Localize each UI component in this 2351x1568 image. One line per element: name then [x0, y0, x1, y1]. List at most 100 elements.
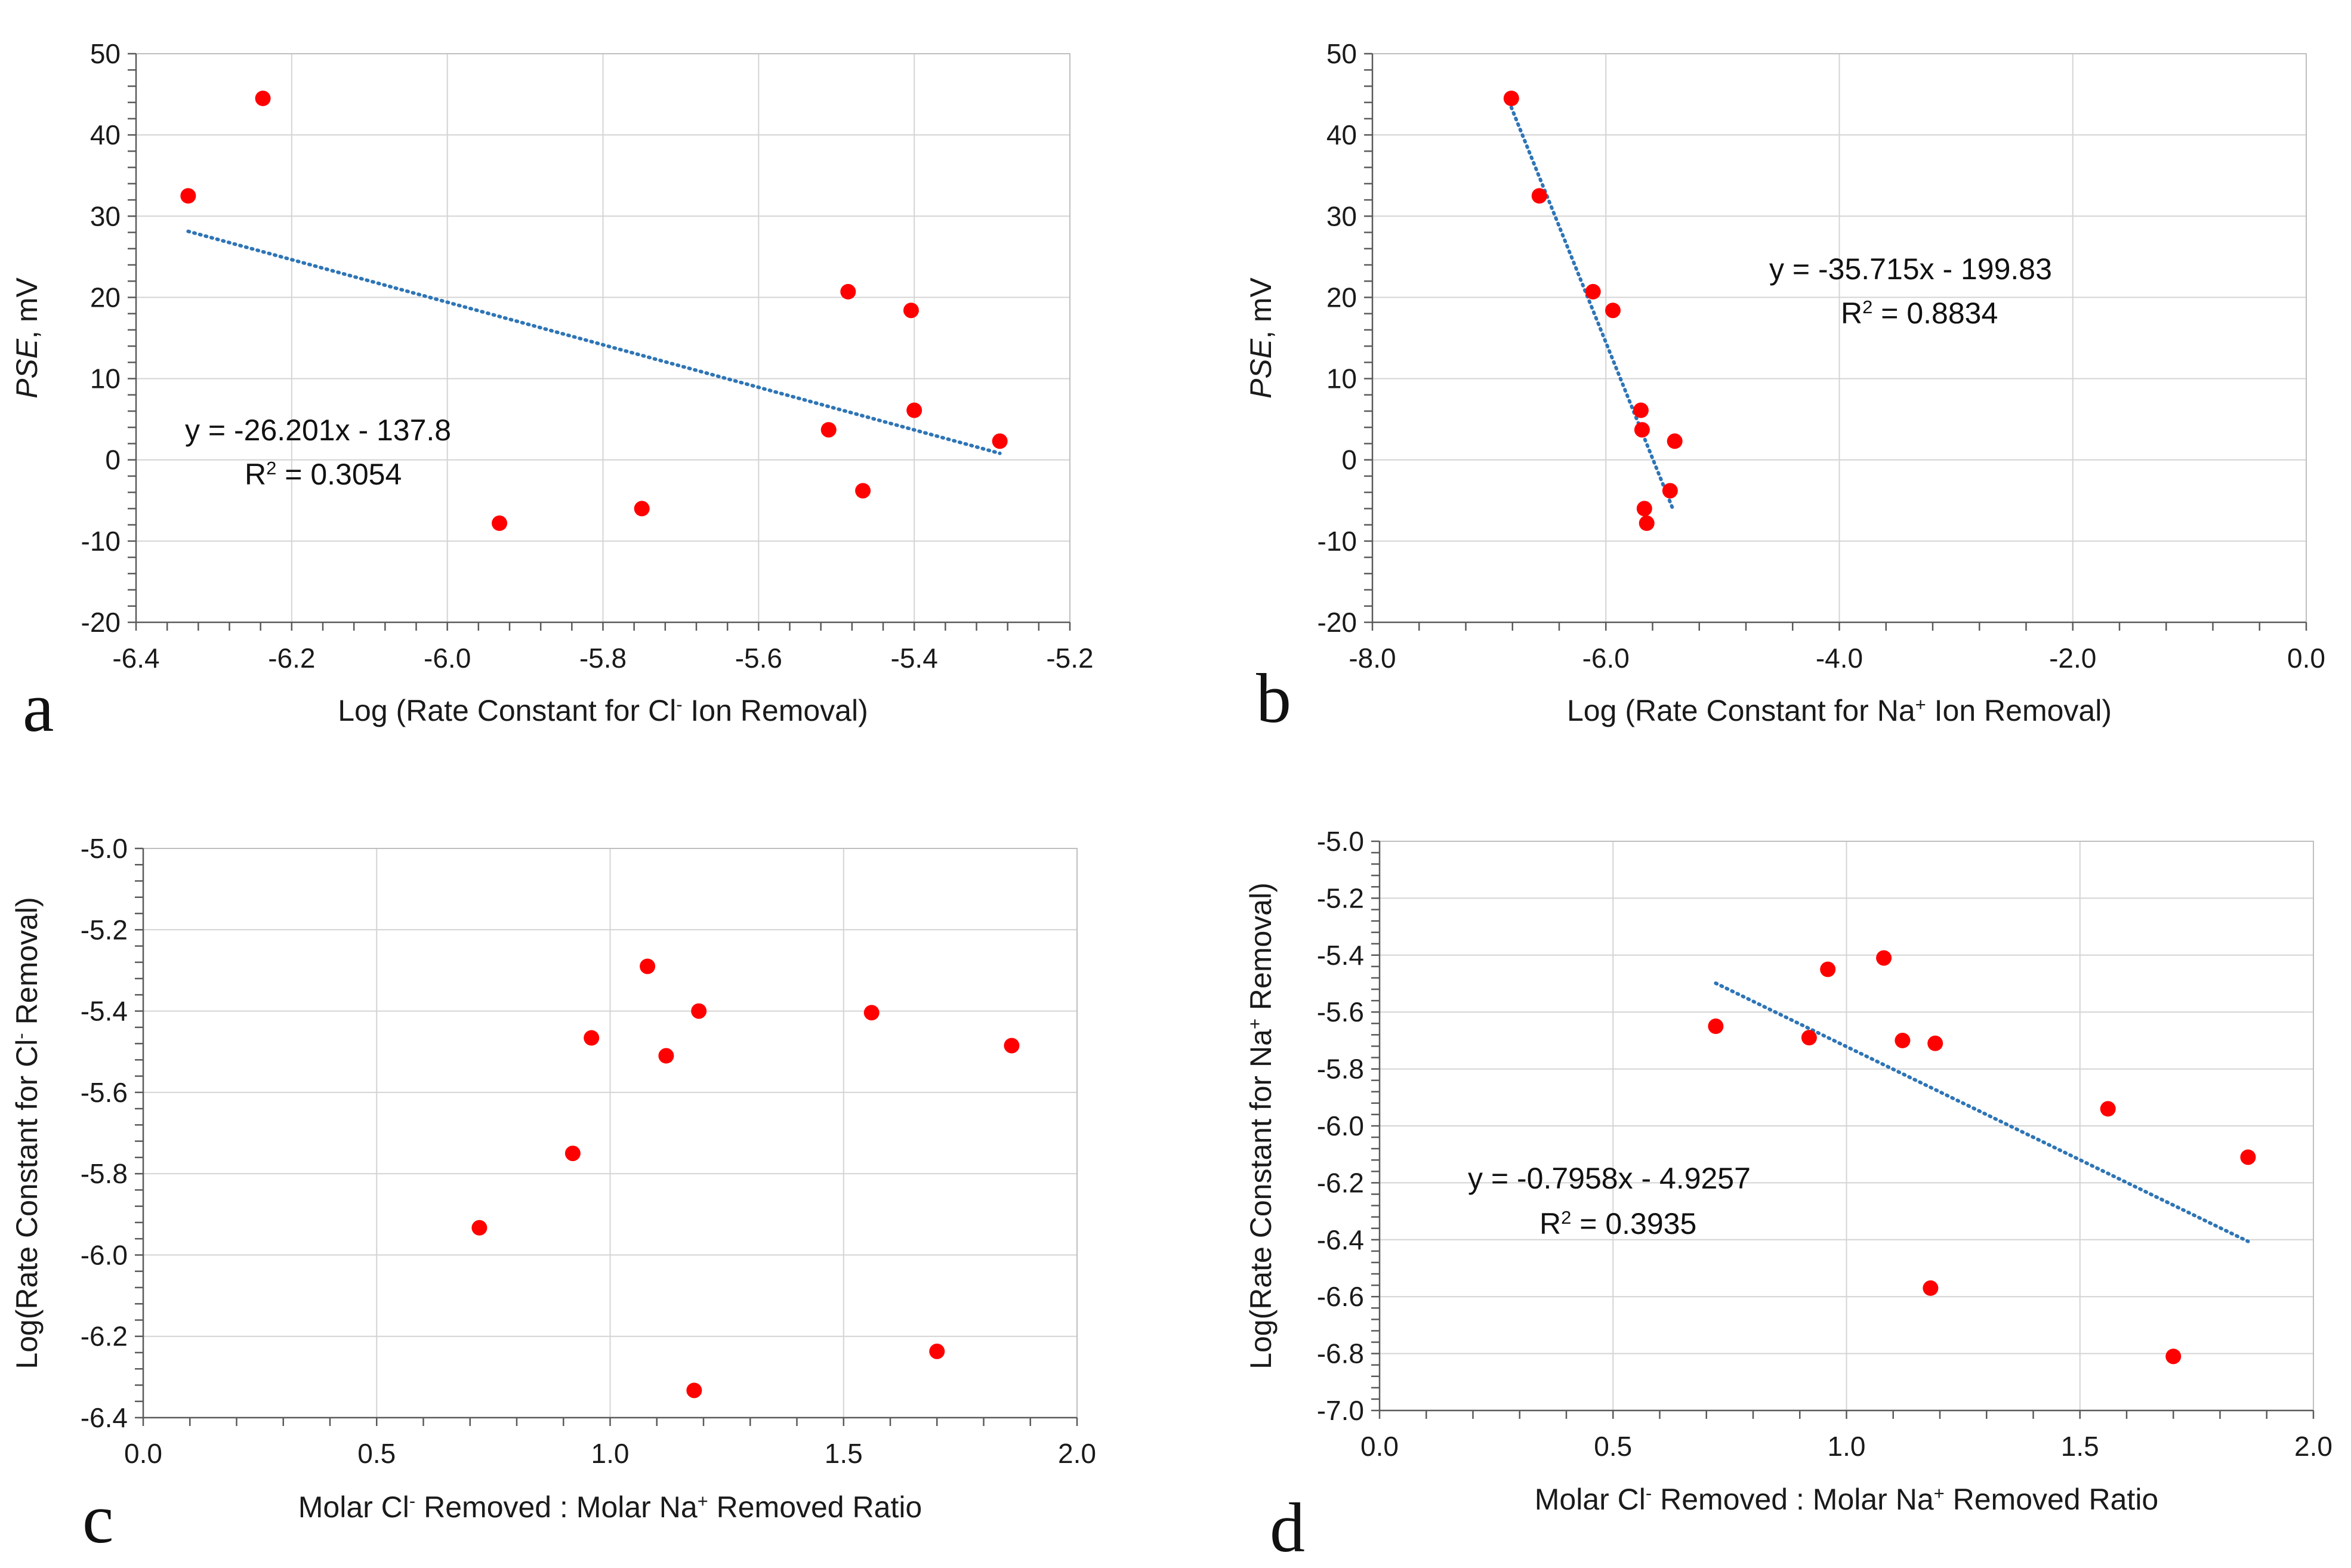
y-tick-label: -5.4 — [81, 996, 128, 1027]
text-run: PSE — [1244, 338, 1278, 399]
x-tick-label: -5.2 — [1046, 643, 1093, 674]
y-tick-label: 50 — [90, 38, 121, 69]
data-point — [1531, 188, 1547, 204]
y-tick-label: 0 — [1341, 445, 1357, 476]
x-tick-label: 0.0 — [2287, 643, 2325, 674]
y-tick-label: 10 — [1326, 363, 1357, 394]
x-tick-label: 2.0 — [1058, 1438, 1096, 1469]
x-tick-label: 1.5 — [2061, 1431, 2099, 1462]
data-point — [906, 402, 922, 418]
text-run: Removed Ratio — [708, 1490, 922, 1524]
text-run: PSE — [10, 338, 44, 399]
data-point — [471, 1220, 488, 1236]
y-axis-title: PSE, mV — [1244, 277, 1278, 398]
y-tick-label: -6.2 — [81, 1321, 128, 1352]
x-tick-label: -6.0 — [424, 643, 471, 674]
text-run: Ion Removal) — [1926, 694, 2112, 727]
text-run: R — [1841, 297, 1862, 330]
text-run: , mV — [10, 277, 44, 338]
x-tick-label: -5.6 — [735, 643, 782, 674]
data-point — [1923, 1280, 1939, 1296]
y-tick-label: -10 — [1318, 526, 1357, 557]
data-point — [1708, 1018, 1724, 1035]
x-tick-label: 1.0 — [1828, 1431, 1866, 1462]
text-run: Ion Removal) — [683, 694, 868, 727]
x-tick-label: -4.0 — [1816, 643, 1863, 674]
chart-panel-b: -8.0 -6.0 -4.0 -2.0 0.0 50 40 30 20 10 0 -10 -20 Log … — [1244, 38, 2325, 737]
data-point — [863, 1005, 880, 1021]
x-axis-title: Molar Cl- Removed : Molar Na+ Removed Ra… — [298, 1490, 922, 1524]
data-point — [1927, 1035, 1943, 1051]
y-tick-label: -5.6 — [81, 1077, 128, 1108]
data-point — [2240, 1149, 2256, 1165]
y-tick-label: -6.2 — [1317, 1167, 1364, 1198]
data-point — [634, 501, 650, 517]
x-axis-title: Log (Rate Constant for Na+ Ion Removal) — [1567, 694, 2112, 728]
data-point — [492, 515, 508, 531]
y-tick-label: 30 — [1326, 200, 1357, 232]
trend-equation: y = -35.715x - 199.83 — [1769, 252, 2052, 286]
panel-letter: a — [23, 668, 54, 746]
text-run: Log (Rate Constant for Cl — [338, 694, 676, 727]
text-run: R — [1539, 1207, 1561, 1240]
y-tick-label: -5.8 — [81, 1158, 128, 1189]
y-tick-label: -6.6 — [1317, 1281, 1364, 1312]
data-point — [1503, 90, 1519, 106]
data-point — [640, 958, 656, 974]
x-tick-label: 1.0 — [591, 1438, 630, 1469]
text-run: Log(Rate Constant for Cl — [10, 1039, 44, 1369]
text-run: , mV — [1244, 277, 1278, 338]
r-squared-label: R2 = 0.3935 — [1539, 1207, 1696, 1241]
x-tick-label: 2.0 — [2294, 1431, 2333, 1462]
y-tick-label: 0 — [105, 445, 121, 476]
superscript: - — [1646, 1483, 1652, 1504]
y-tick-label: -5.8 — [1317, 1054, 1364, 1085]
x-tick-label: 1.5 — [825, 1438, 863, 1469]
data-point — [1585, 283, 1601, 300]
data-point — [855, 483, 871, 499]
text-run: Removal) — [1244, 882, 1278, 1018]
text-run: R — [245, 458, 266, 491]
trend-equation: y = -26.201x - 137.8 — [185, 413, 451, 447]
y-tick-label: 20 — [1326, 282, 1357, 313]
y-tick-label: 20 — [90, 282, 121, 313]
superscript: 2 — [1561, 1207, 1571, 1228]
text-run: = 0.3935 — [1571, 1207, 1696, 1240]
superscript: + — [1934, 1483, 1945, 1504]
y-tick-label: -5.2 — [1317, 882, 1364, 913]
data-point — [1820, 961, 1836, 977]
y-tick-label: -5.0 — [81, 833, 128, 864]
panel-letter: c — [82, 1480, 113, 1558]
y-axis-title: Log(Rate Constant for Cl- Removal) — [10, 897, 44, 1369]
x-tick-label: -5.8 — [579, 643, 627, 674]
y-tick-label: -5.2 — [81, 914, 128, 945]
text-run: Removed : Molar Na — [415, 1490, 698, 1524]
data-point — [840, 283, 856, 300]
data-point — [820, 422, 837, 438]
x-tick-label: 0.5 — [357, 1438, 396, 1469]
data-point — [584, 1030, 600, 1046]
text-run: Removal) — [10, 897, 44, 1033]
x-axis-title: Log (Rate Constant for Cl- Ion Removal) — [338, 694, 868, 728]
y-tick-label: -7.0 — [1317, 1395, 1364, 1426]
r-squared-label: R2 = 0.8834 — [1841, 297, 1998, 331]
x-tick-label: 0.0 — [124, 1438, 162, 1469]
superscript: + — [1915, 694, 1926, 715]
data-point — [992, 433, 1008, 449]
trendline — [1509, 106, 1676, 513]
y-tick-label: -20 — [81, 607, 121, 638]
y-tick-label: -10 — [81, 526, 121, 557]
data-point — [1662, 483, 1678, 499]
x-axis-title: Molar Cl- Removed : Molar Na+ Removed Ra… — [1535, 1483, 2158, 1517]
superscript: - — [676, 694, 682, 715]
chart-panel-c: 0.0 0.5 1.0 1.5 2.0 -5.0 -5.2 -5.4 -5.6 -5.8 -6.0 -… — [10, 833, 1096, 1558]
data-point — [903, 303, 919, 319]
x-tick-label: -2.0 — [2049, 643, 2096, 674]
y-tick-label: -6.0 — [81, 1239, 128, 1270]
y-tick-label: -5.6 — [1317, 996, 1364, 1027]
text-run: Log (Rate Constant for Na — [1567, 694, 1915, 727]
data-point — [1605, 303, 1621, 319]
data-point — [564, 1146, 581, 1162]
data-point — [2100, 1101, 2116, 1117]
y-tick-label: 40 — [1326, 119, 1357, 150]
